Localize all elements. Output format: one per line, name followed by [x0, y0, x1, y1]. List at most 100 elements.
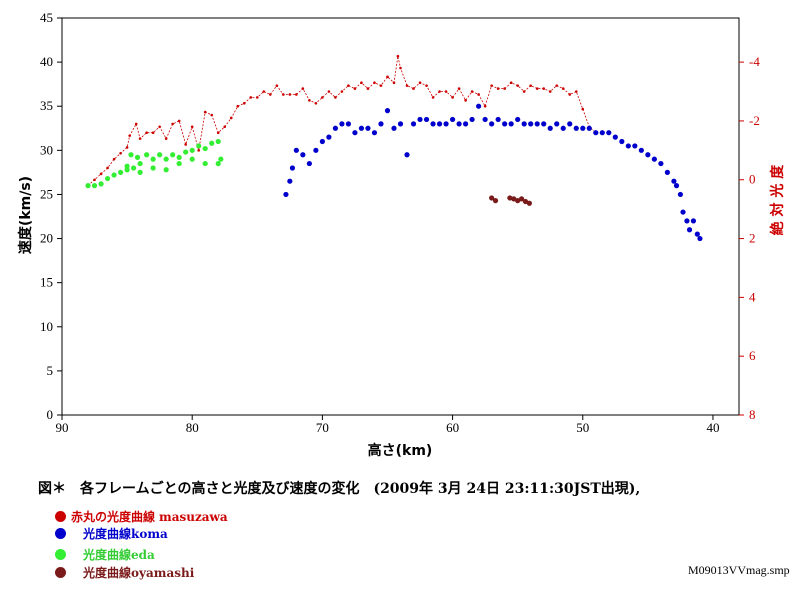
data-point-koma	[345, 121, 352, 127]
data-point-koma	[456, 121, 462, 127]
data-point-koma	[664, 169, 670, 175]
data-point-koma	[365, 125, 371, 131]
data-point-eda	[104, 175, 111, 182]
data-point-koma	[515, 116, 521, 123]
legend-item-oyamashi: 光度曲線 oyamashi	[55, 564, 194, 581]
data-point-eda	[202, 145, 208, 152]
data-point-koma	[684, 218, 690, 224]
data-point-koma	[306, 160, 312, 167]
data-point-masuzawa	[301, 87, 305, 90]
data-point-masuzawa	[197, 149, 201, 152]
data-point-oyamashi	[515, 198, 521, 204]
data-point-masuzawa	[134, 122, 138, 126]
data-point-koma	[423, 116, 430, 123]
data-point-koma	[289, 165, 296, 171]
data-point-koma	[625, 143, 631, 149]
data-point-masuzawa	[93, 178, 96, 182]
data-point-koma	[671, 178, 677, 184]
data-point-masuzawa	[477, 93, 480, 96]
data-point-koma	[319, 138, 325, 145]
data-point-masuzawa	[392, 81, 396, 84]
data-point-masuzawa	[282, 93, 285, 96]
data-point-eda	[124, 163, 130, 169]
data-point-koma	[534, 121, 540, 127]
data-point-masuzawa	[483, 104, 487, 108]
data-point-eda	[85, 183, 91, 189]
y-tick-label: 25	[40, 186, 53, 201]
data-point-masuzawa	[542, 87, 546, 90]
data-point-eda	[111, 172, 117, 178]
data-point-eda	[176, 160, 182, 167]
data-point-masuzawa	[288, 93, 292, 96]
data-point-eda	[91, 183, 98, 189]
data-point-masuzawa	[379, 84, 383, 87]
data-point-koma	[326, 134, 332, 140]
data-point-koma	[632, 143, 638, 149]
data-point-eda	[131, 165, 137, 171]
data-point-eda	[170, 152, 176, 158]
data-point-koma	[332, 125, 339, 131]
data-point-eda	[144, 152, 150, 158]
data-point-masuzawa	[451, 96, 454, 99]
data-point-koma	[593, 130, 599, 136]
legend-label-oyamashi: 光度曲線	[83, 566, 132, 580]
data-point-masuzawa	[145, 131, 148, 134]
data-point-eda	[163, 167, 169, 173]
data-point-masuzawa	[366, 87, 370, 90]
data-point-oyamashi	[507, 195, 513, 201]
legend-item-eda: 光度曲線 eda	[55, 546, 155, 563]
data-point-koma	[508, 121, 514, 127]
data-point-masuzawa	[418, 81, 422, 84]
data-point-masuzawa	[535, 87, 539, 90]
data-point-koma	[573, 125, 579, 131]
y-tick-label: 40	[40, 54, 53, 69]
chart-title: 図＊ 各フレームごとの高さと光度及び速度の変化 (2009年 3月 24日 23…	[38, 481, 641, 497]
data-point-masuzawa	[373, 81, 376, 84]
data-point-masuzawa	[177, 119, 181, 123]
data-point-masuzawa	[522, 90, 526, 93]
data-point-eda	[137, 169, 143, 175]
data-point-koma	[694, 231, 700, 237]
data-point-koma	[430, 121, 436, 127]
y-axis-label: 速度(km/s)	[17, 176, 34, 254]
data-point-koma	[521, 121, 527, 127]
data-point-koma	[449, 116, 456, 123]
legend-item-koma: 光度曲線 koma	[55, 525, 168, 542]
data-point-masuzawa	[405, 84, 409, 87]
data-point-koma	[371, 130, 378, 136]
data-point-koma	[502, 121, 508, 127]
data-point-masuzawa	[470, 90, 474, 93]
data-point-masuzawa	[496, 87, 500, 90]
data-point-koma	[417, 116, 423, 123]
y2-tick-label: -4	[749, 54, 760, 69]
y-tick-label: 15	[40, 275, 53, 290]
y-tick-label: 30	[40, 142, 53, 157]
data-point-eda	[176, 154, 182, 160]
x-tick-label: 70	[316, 420, 329, 435]
data-point-masuzawa	[574, 90, 578, 93]
data-point-koma	[677, 191, 684, 198]
data-point-masuzawa	[399, 66, 402, 70]
data-point-koma	[686, 227, 693, 233]
data-point-koma	[560, 125, 566, 131]
data-point-oyamashi	[492, 198, 499, 204]
data-point-masuzawa	[438, 90, 441, 93]
data-point-masuzawa	[255, 96, 259, 99]
legend-item-masuzawa: 赤丸の光度曲線 masuzawa	[55, 508, 228, 525]
data-point-koma	[567, 121, 573, 127]
data-point-masuzawa	[203, 110, 207, 114]
data-point-koma	[482, 116, 488, 123]
data-point-koma	[673, 183, 680, 189]
data-point-masuzawa	[516, 84, 519, 87]
data-point-masuzawa	[223, 125, 227, 129]
data-point-masuzawa	[581, 107, 585, 111]
y2-tick-label: 8	[749, 407, 756, 422]
data-point-masuzawa	[464, 99, 467, 102]
data-point-masuzawa	[425, 84, 428, 87]
data-point-oyamashi	[526, 200, 532, 206]
data-point-eda	[128, 152, 134, 158]
y2-axis-label: 絶 対 光 度	[769, 164, 786, 236]
data-point-koma	[410, 121, 417, 127]
data-point-koma	[443, 121, 449, 127]
data-point-masuzawa	[568, 93, 572, 96]
